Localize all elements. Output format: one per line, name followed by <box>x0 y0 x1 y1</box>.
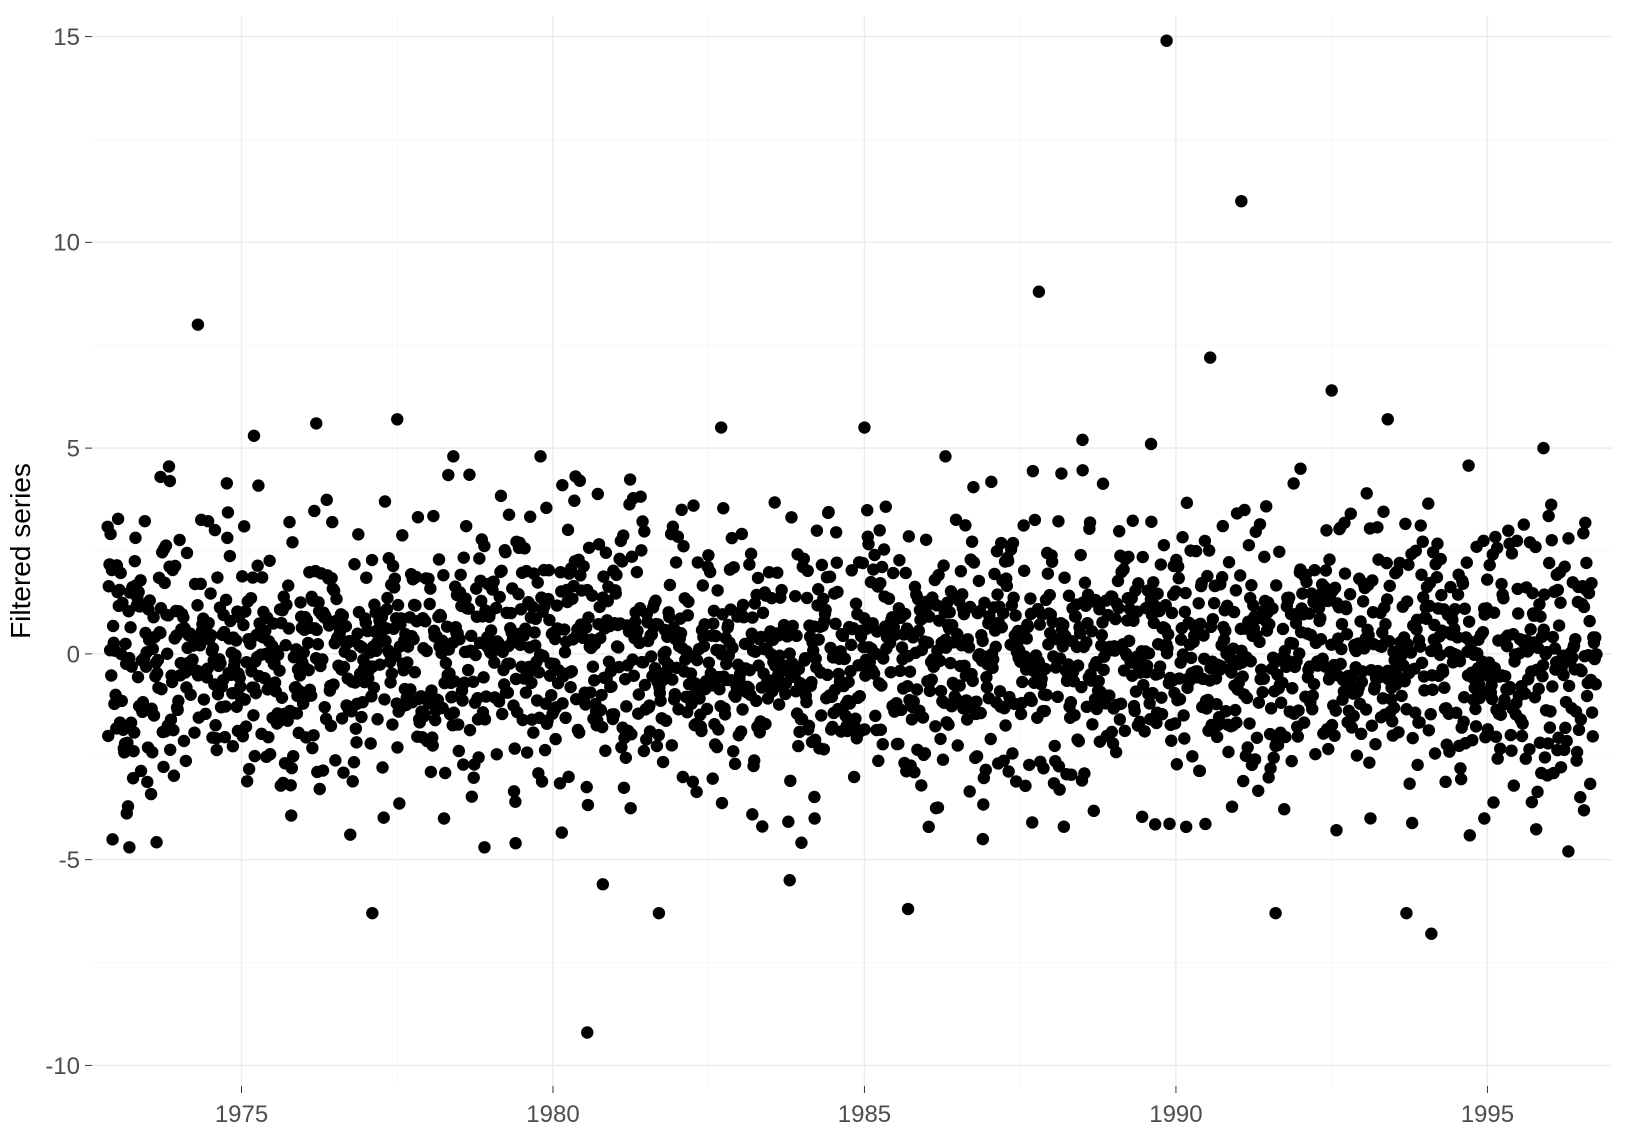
outlier-point <box>1562 845 1574 857</box>
outlier-point <box>746 808 758 820</box>
outlier-point <box>1204 351 1216 363</box>
outlier-point <box>1382 413 1394 425</box>
outlier-point <box>1400 907 1412 919</box>
outlier-point <box>1425 928 1437 940</box>
outlier-point <box>1235 195 1247 207</box>
scatter-chart: 1975 1980 1985 1990 1995 -10 -5 0 5 10 15 Filtered … <box>0 0 1632 1142</box>
y-tick-label: 5 <box>67 436 80 463</box>
outlier-point <box>1325 384 1337 396</box>
outlier-point <box>366 907 378 919</box>
y-tick-label: -10 <box>45 1053 80 1080</box>
outlier-point <box>248 430 260 442</box>
outlier-point <box>1269 907 1281 919</box>
y-axis: -10 -5 0 5 10 15 <box>45 24 92 1080</box>
y-axis-label: Filtered series <box>5 463 36 639</box>
outlier-point <box>715 421 727 433</box>
outlier-point <box>310 417 322 429</box>
y-tick-label: -5 <box>59 847 80 874</box>
outlier-point <box>164 475 176 487</box>
x-tick-label: 1980 <box>526 1101 579 1128</box>
outlier-point <box>581 1026 593 1038</box>
outlier-point <box>1294 462 1306 474</box>
outlier-point <box>534 450 546 462</box>
outlier-point <box>192 318 204 330</box>
x-tick-label: 1990 <box>1149 1101 1202 1128</box>
outlier-point <box>1145 438 1157 450</box>
y-tick-label: 15 <box>53 24 80 51</box>
outlier-point <box>391 413 403 425</box>
chart-svg: 1975 1980 1985 1990 1995 -10 -5 0 5 10 15 Filtered … <box>0 0 1632 1142</box>
outlier-point <box>509 837 521 849</box>
outlier-point <box>653 907 665 919</box>
outlier-point <box>597 878 609 890</box>
outlier-point <box>1537 442 1549 454</box>
outlier-point <box>447 450 459 462</box>
x-tick-label: 1995 <box>1461 1101 1514 1128</box>
outlier-point <box>808 812 820 824</box>
outlier-point <box>784 874 796 886</box>
x-axis: 1975 1980 1985 1990 1995 <box>215 1086 1514 1128</box>
y-tick-label: 10 <box>53 230 80 257</box>
x-tick-label: 1975 <box>215 1101 268 1128</box>
outlier-point <box>556 479 568 491</box>
outlier-point <box>902 903 914 915</box>
outlier-point <box>1033 286 1045 298</box>
outlier-point <box>858 421 870 433</box>
x-tick-label: 1985 <box>838 1101 891 1128</box>
outlier-point <box>123 841 135 853</box>
outlier-point <box>1478 812 1490 824</box>
outlier-point <box>1578 804 1590 816</box>
outlier-point <box>478 841 490 853</box>
outlier-point <box>1160 34 1172 46</box>
outlier-point <box>1076 434 1088 446</box>
y-tick-label: 0 <box>67 641 80 668</box>
outlier-point <box>977 833 989 845</box>
outlier-point <box>939 450 951 462</box>
